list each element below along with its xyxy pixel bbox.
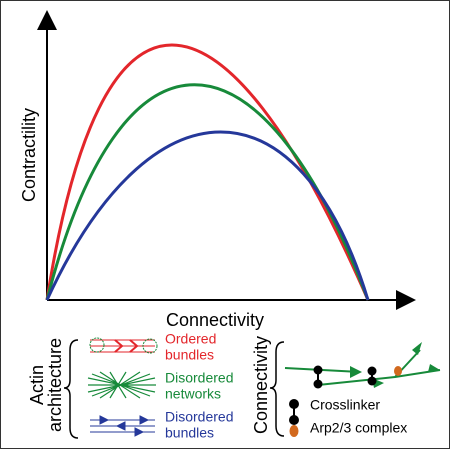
legend-label: Arp2/3 complex [310, 420, 407, 436]
icon-connectivity [284, 342, 441, 437]
legend-label: Disordered [165, 370, 233, 386]
y-axis-label: Contractility [19, 108, 39, 202]
legend-label: Ordered [165, 331, 216, 347]
x-axis-label: Connectivity [166, 310, 264, 330]
legend-label: Crosslinker [310, 397, 380, 413]
brace [63, 339, 79, 439]
legend-title: Connectivity [251, 336, 271, 434]
legend-label: Disordered [165, 409, 233, 425]
legend-title: Actin [27, 365, 47, 405]
legend-label: bundles [165, 347, 214, 363]
curve-disordered [45, 130, 370, 301]
legend-title: architecture [45, 338, 65, 432]
icon-network [87, 371, 156, 399]
icon-ordered [89, 337, 158, 354]
legend-label: networks [165, 386, 221, 402]
brace [269, 341, 285, 437]
icon-disordered [90, 415, 155, 437]
legend-label: bundles [165, 425, 214, 441]
